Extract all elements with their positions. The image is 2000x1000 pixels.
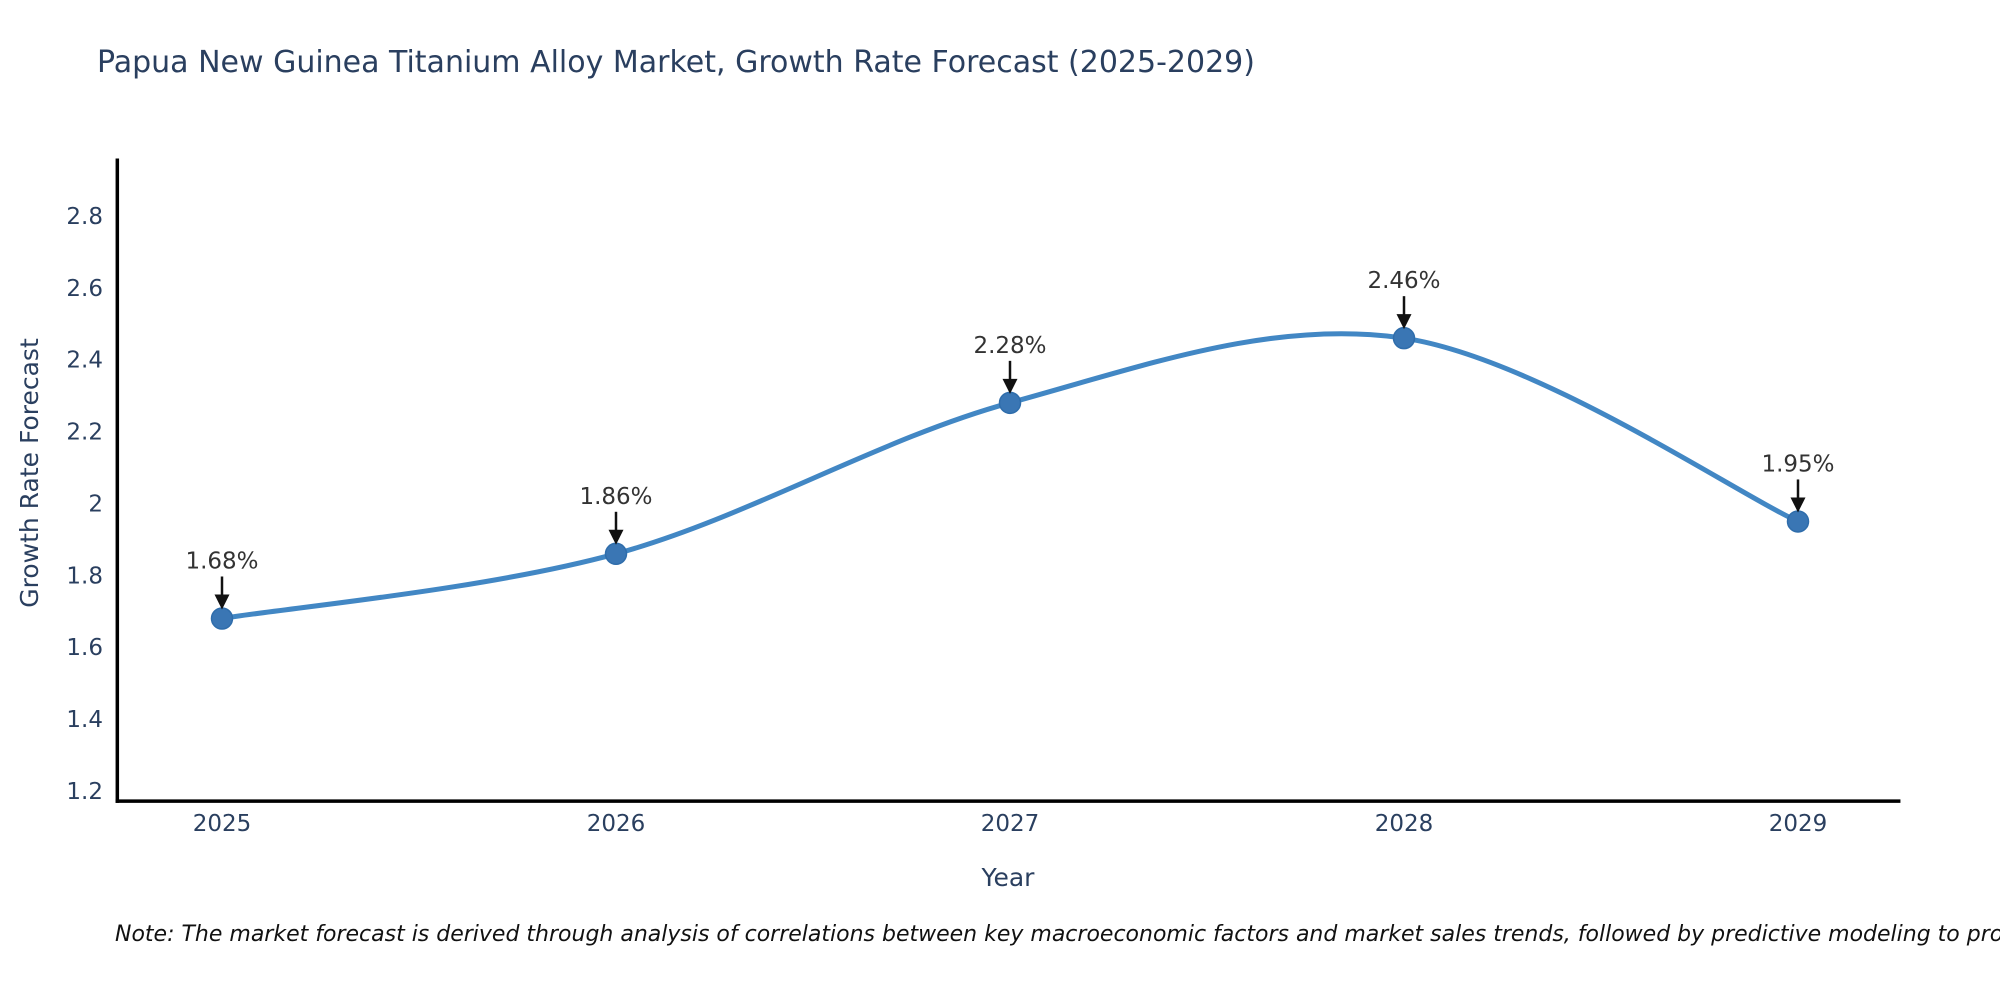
x-axis-title: Year — [981, 863, 1036, 892]
data-point-marker — [1786, 510, 1810, 533]
y-tick-label: 2.4 — [66, 348, 103, 374]
x-tick-label: 2029 — [1769, 811, 1828, 837]
data-point-marker — [604, 542, 628, 566]
x-tick-label: 2026 — [587, 811, 646, 837]
data-point-marker — [1392, 326, 1416, 350]
annotation-arrowhead — [1790, 497, 1806, 513]
y-tick-label: 2.6 — [66, 276, 103, 302]
y-axis-title: Growth Rate Forecast — [15, 338, 44, 608]
annotation-arrowhead — [214, 594, 230, 610]
y-tick-label: 2.8 — [66, 204, 103, 230]
data-point-marker — [210, 607, 234, 630]
footnote: Note: The market forecast is derived thr… — [115, 922, 2000, 947]
annotation-label: 1.68% — [185, 548, 258, 574]
x-tick-label: 2028 — [1375, 811, 1434, 837]
annotation-label: 1.95% — [1761, 451, 1834, 477]
y-tick-label: 1.4 — [66, 707, 103, 733]
annotation-arrowhead — [1002, 378, 1018, 394]
x-tick-label: 2027 — [981, 811, 1040, 837]
annotation-arrowhead — [608, 529, 624, 545]
chart-title: Papua New Guinea Titanium Alloy Market, … — [97, 45, 1255, 80]
x-tick-label: 2025 — [193, 811, 252, 837]
y-tick-label: 1.8 — [66, 563, 103, 589]
data-point-marker — [998, 391, 1022, 415]
annotation-label: 1.86% — [579, 484, 652, 510]
y-tick-label: 1.6 — [66, 635, 103, 661]
y-tick-label: 2 — [88, 491, 103, 517]
y-tick-label: 1.2 — [66, 779, 103, 805]
y-tick-label: 2.2 — [66, 420, 103, 446]
annotation-arrowhead — [1396, 314, 1412, 330]
annotation-label: 2.46% — [1367, 268, 1440, 294]
annotation-label: 2.28% — [973, 333, 1046, 359]
